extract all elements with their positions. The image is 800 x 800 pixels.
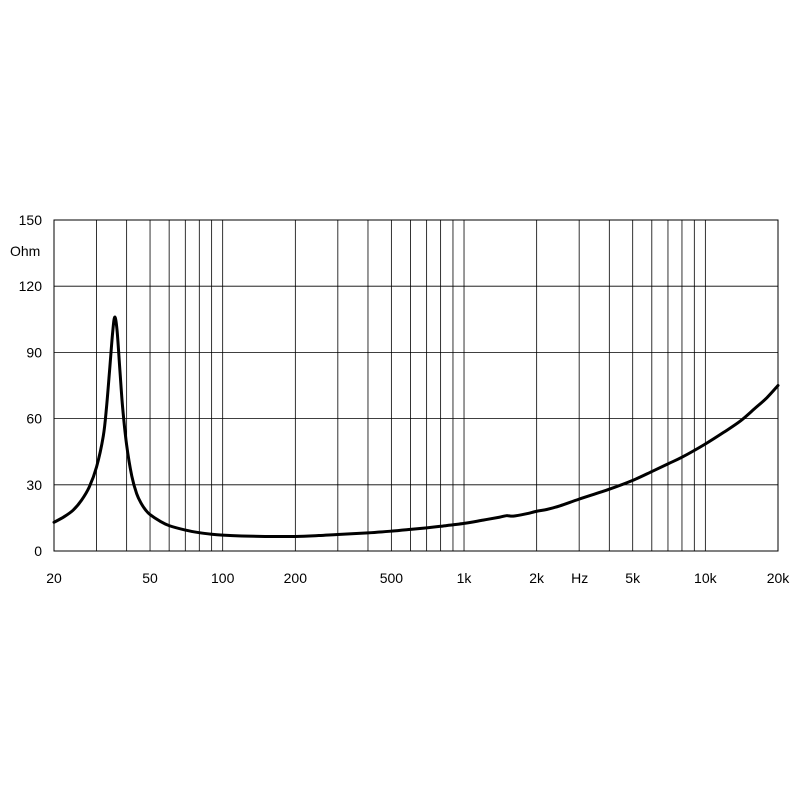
- x-tick-label: 100: [211, 570, 235, 586]
- y-tick-label: 90: [26, 344, 42, 360]
- x-tick-label: 5k: [625, 570, 641, 586]
- x-axis-unit-label: Hz: [571, 570, 588, 586]
- x-tick-label: 200: [284, 570, 308, 586]
- x-tick-label: 20: [46, 570, 62, 586]
- y-tick-label: 0: [34, 543, 42, 559]
- x-tick-label: 20k: [767, 570, 791, 586]
- x-tick-label: 10k: [694, 570, 718, 586]
- y-tick-label: 150: [19, 212, 43, 228]
- y-axis-unit-label: Ohm: [10, 243, 40, 259]
- impedance-curve: [52, 315, 780, 539]
- series-layer: [52, 315, 780, 539]
- y-tick-labels: 0 30 60 90 120 150: [19, 212, 43, 559]
- plot-frame: [53, 219, 779, 552]
- x-tick-labels: 20 50 100 200 500 1k 2k 5k 10k 20k: [46, 570, 790, 586]
- x-tick-label: 2k: [529, 570, 545, 586]
- grid: [53, 219, 779, 552]
- y-tick-label: 120: [19, 278, 43, 294]
- y-tick-label: 30: [26, 477, 42, 493]
- x-tick-label: 1k: [457, 570, 473, 586]
- y-tick-label: 60: [26, 411, 42, 427]
- x-tick-label: 500: [380, 570, 404, 586]
- x-tick-label: 50: [142, 570, 158, 586]
